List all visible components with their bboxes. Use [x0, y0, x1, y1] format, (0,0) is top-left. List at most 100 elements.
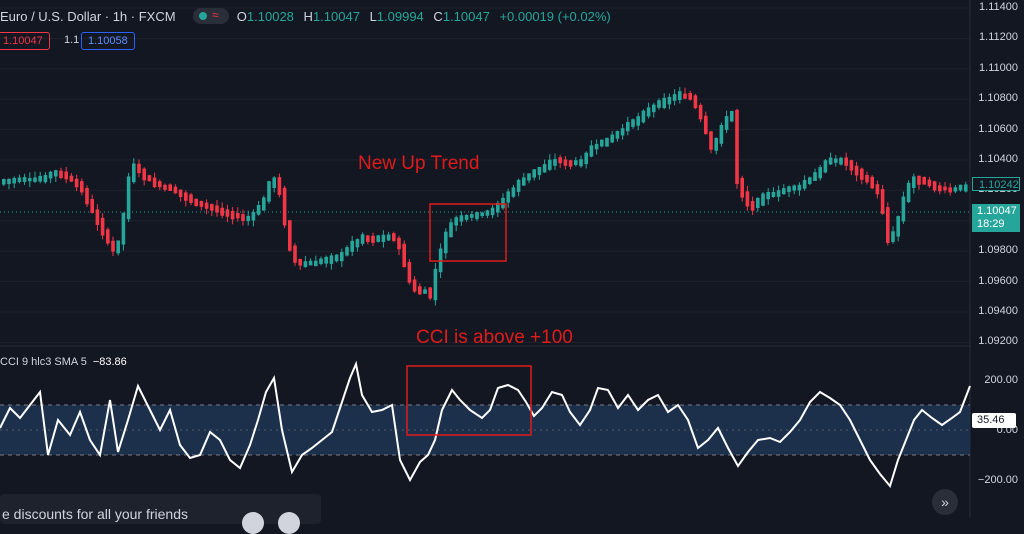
candle-body	[532, 169, 536, 178]
candle-body	[106, 229, 110, 244]
candle-body	[932, 181, 937, 191]
candle-body	[813, 172, 817, 182]
candle-body	[308, 260, 313, 266]
candle-body	[95, 209, 100, 225]
price-axis-label: 1.11400	[979, 1, 1018, 13]
cci-legend[interactable]: CCI 9 hlc3 SMA 5 −83.86	[0, 356, 127, 368]
candle-body	[251, 212, 256, 221]
candle-body	[449, 222, 453, 238]
candle-body	[355, 239, 360, 248]
candle-body	[568, 160, 573, 167]
candle-body	[158, 181, 162, 188]
candle-body	[896, 216, 900, 237]
candle-body	[230, 210, 235, 220]
candle-body	[964, 184, 968, 192]
candle-body	[298, 259, 302, 266]
candle-body	[470, 214, 474, 218]
symbol-title[interactable]: Euro / U.S. Dollar · 1h · FXCM	[0, 9, 176, 24]
market-status-pill[interactable]: ≈	[193, 8, 229, 24]
candlestick-series[interactable]	[2, 87, 968, 306]
candle-body	[293, 245, 297, 263]
candle-body	[657, 100, 661, 108]
candle-body	[418, 286, 422, 295]
spread-label: 1.1	[64, 34, 80, 46]
candle-body	[111, 240, 115, 252]
candle-body	[178, 189, 183, 198]
candle-body	[194, 198, 198, 207]
candle-body	[262, 197, 266, 211]
candle-body	[371, 235, 375, 243]
candle-body	[672, 94, 677, 101]
candle-body	[891, 231, 895, 242]
candle-body	[282, 187, 287, 226]
promo-toast[interactable]: e discounts for all your friends	[0, 494, 321, 534]
low-key: L	[369, 9, 377, 24]
cci-box	[406, 365, 532, 436]
candle-body	[59, 170, 63, 178]
high-value: 1.10047	[312, 9, 360, 24]
candle-body	[771, 191, 776, 197]
candle-body	[69, 175, 74, 182]
candle-body	[490, 207, 495, 216]
candle-body	[407, 261, 412, 283]
candle-body	[168, 184, 172, 191]
candle-body	[319, 258, 323, 264]
candle-body	[303, 261, 308, 268]
candle-body	[787, 186, 791, 193]
candle-body	[724, 116, 729, 130]
candle-body	[189, 194, 193, 203]
cci-value: −83.86	[92, 356, 127, 368]
candle-body	[542, 164, 547, 173]
candle-body	[818, 167, 822, 179]
candle-body	[74, 178, 79, 188]
candle-body	[147, 175, 152, 182]
candle-body	[558, 157, 562, 164]
chart-grid	[0, 7, 970, 343]
candle-body	[844, 157, 848, 166]
candle-body	[475, 212, 479, 220]
candle-body	[464, 214, 469, 220]
candle-body	[646, 107, 651, 117]
prev-price-label: 1.10242	[972, 177, 1020, 191]
price-axis-label: 1.11000	[979, 61, 1018, 74]
low-value: 1.09994	[376, 9, 424, 24]
candle-body	[735, 109, 739, 184]
candle-body	[428, 287, 432, 299]
candle-body	[80, 181, 84, 193]
candle-body	[85, 188, 89, 205]
price-axis-label: 1.10800	[978, 92, 1018, 105]
cci-line[interactable]	[0, 360, 971, 489]
candle-body	[600, 139, 604, 147]
current-price-label: 1.10047 18:29	[972, 204, 1020, 232]
candle-body	[745, 191, 750, 207]
sell-button[interactable]: 1.10047	[0, 32, 50, 50]
candle-body	[849, 160, 854, 171]
candle-body	[64, 171, 68, 180]
candle-body	[246, 215, 250, 222]
candle-body	[288, 220, 292, 251]
candle-body	[834, 158, 838, 163]
candle-body	[839, 157, 843, 165]
candle-body	[256, 205, 261, 215]
candle-body	[392, 233, 396, 241]
candle-body	[100, 217, 105, 236]
candle-body	[12, 178, 16, 184]
candle-body	[792, 185, 796, 191]
symbol-header: Euro / U.S. Dollar · 1h · FXCM O1.10028 …	[0, 9, 611, 24]
candle-body	[698, 104, 703, 120]
candle-body	[334, 254, 339, 262]
candle-body	[750, 201, 755, 211]
candle-body	[412, 279, 417, 292]
candle-body	[501, 197, 505, 209]
candle-body	[376, 235, 380, 242]
candle-body	[204, 202, 209, 209]
candle-body	[631, 119, 635, 127]
buy-button[interactable]: 1.10058	[81, 32, 135, 50]
candle-body	[563, 159, 568, 166]
candle-body	[54, 170, 58, 177]
double-chevron-right-icon[interactable]: »	[932, 489, 958, 515]
wave-icon: ≈	[212, 8, 219, 22]
candle-body	[641, 110, 646, 123]
candle-body	[808, 177, 812, 185]
candle-body	[511, 187, 516, 197]
